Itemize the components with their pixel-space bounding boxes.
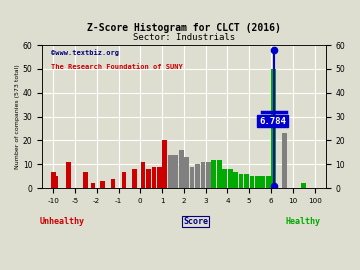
Bar [239, 174, 243, 188]
Y-axis label: Number of companies (573 total): Number of companies (573 total) [15, 64, 20, 169]
Bar [84, 171, 88, 188]
Bar [249, 176, 255, 188]
Bar [201, 162, 205, 188]
Bar [53, 176, 58, 188]
Bar [162, 140, 167, 188]
Bar [206, 162, 211, 188]
Bar [266, 176, 271, 188]
Bar [217, 160, 222, 188]
Bar [51, 171, 55, 188]
Bar [157, 167, 162, 188]
Text: ©www.textbiz.org: ©www.textbiz.org [51, 49, 119, 56]
Bar [211, 160, 216, 188]
Bar [173, 155, 178, 188]
Bar [122, 171, 126, 188]
Bar [179, 150, 184, 188]
Bar [301, 183, 306, 188]
Bar [168, 155, 173, 188]
Title: Z-Score Histogram for CLCT (2016): Z-Score Histogram for CLCT (2016) [87, 23, 281, 33]
Text: Healthy: Healthy [285, 217, 320, 226]
Bar [271, 69, 276, 188]
Bar [146, 169, 151, 188]
Bar [132, 169, 137, 188]
Bar [100, 181, 104, 188]
Text: Sector: Industrials: Sector: Industrials [133, 33, 235, 42]
Bar [184, 157, 189, 188]
Bar [141, 162, 145, 188]
Bar [111, 179, 116, 188]
Text: The Research Foundation of SUNY: The Research Foundation of SUNY [51, 64, 183, 70]
Text: 6.784: 6.784 [259, 117, 286, 126]
Bar [195, 164, 200, 188]
Bar [255, 176, 260, 188]
Text: Unhealthy: Unhealthy [40, 217, 85, 226]
Bar [222, 169, 227, 188]
Bar [261, 176, 265, 188]
Text: Score: Score [183, 217, 208, 226]
Bar [282, 133, 287, 188]
Bar [228, 169, 233, 188]
Bar [233, 171, 238, 188]
Bar [190, 167, 194, 188]
Bar [91, 183, 95, 188]
Bar [66, 162, 71, 188]
Bar [152, 167, 156, 188]
Bar [244, 174, 249, 188]
